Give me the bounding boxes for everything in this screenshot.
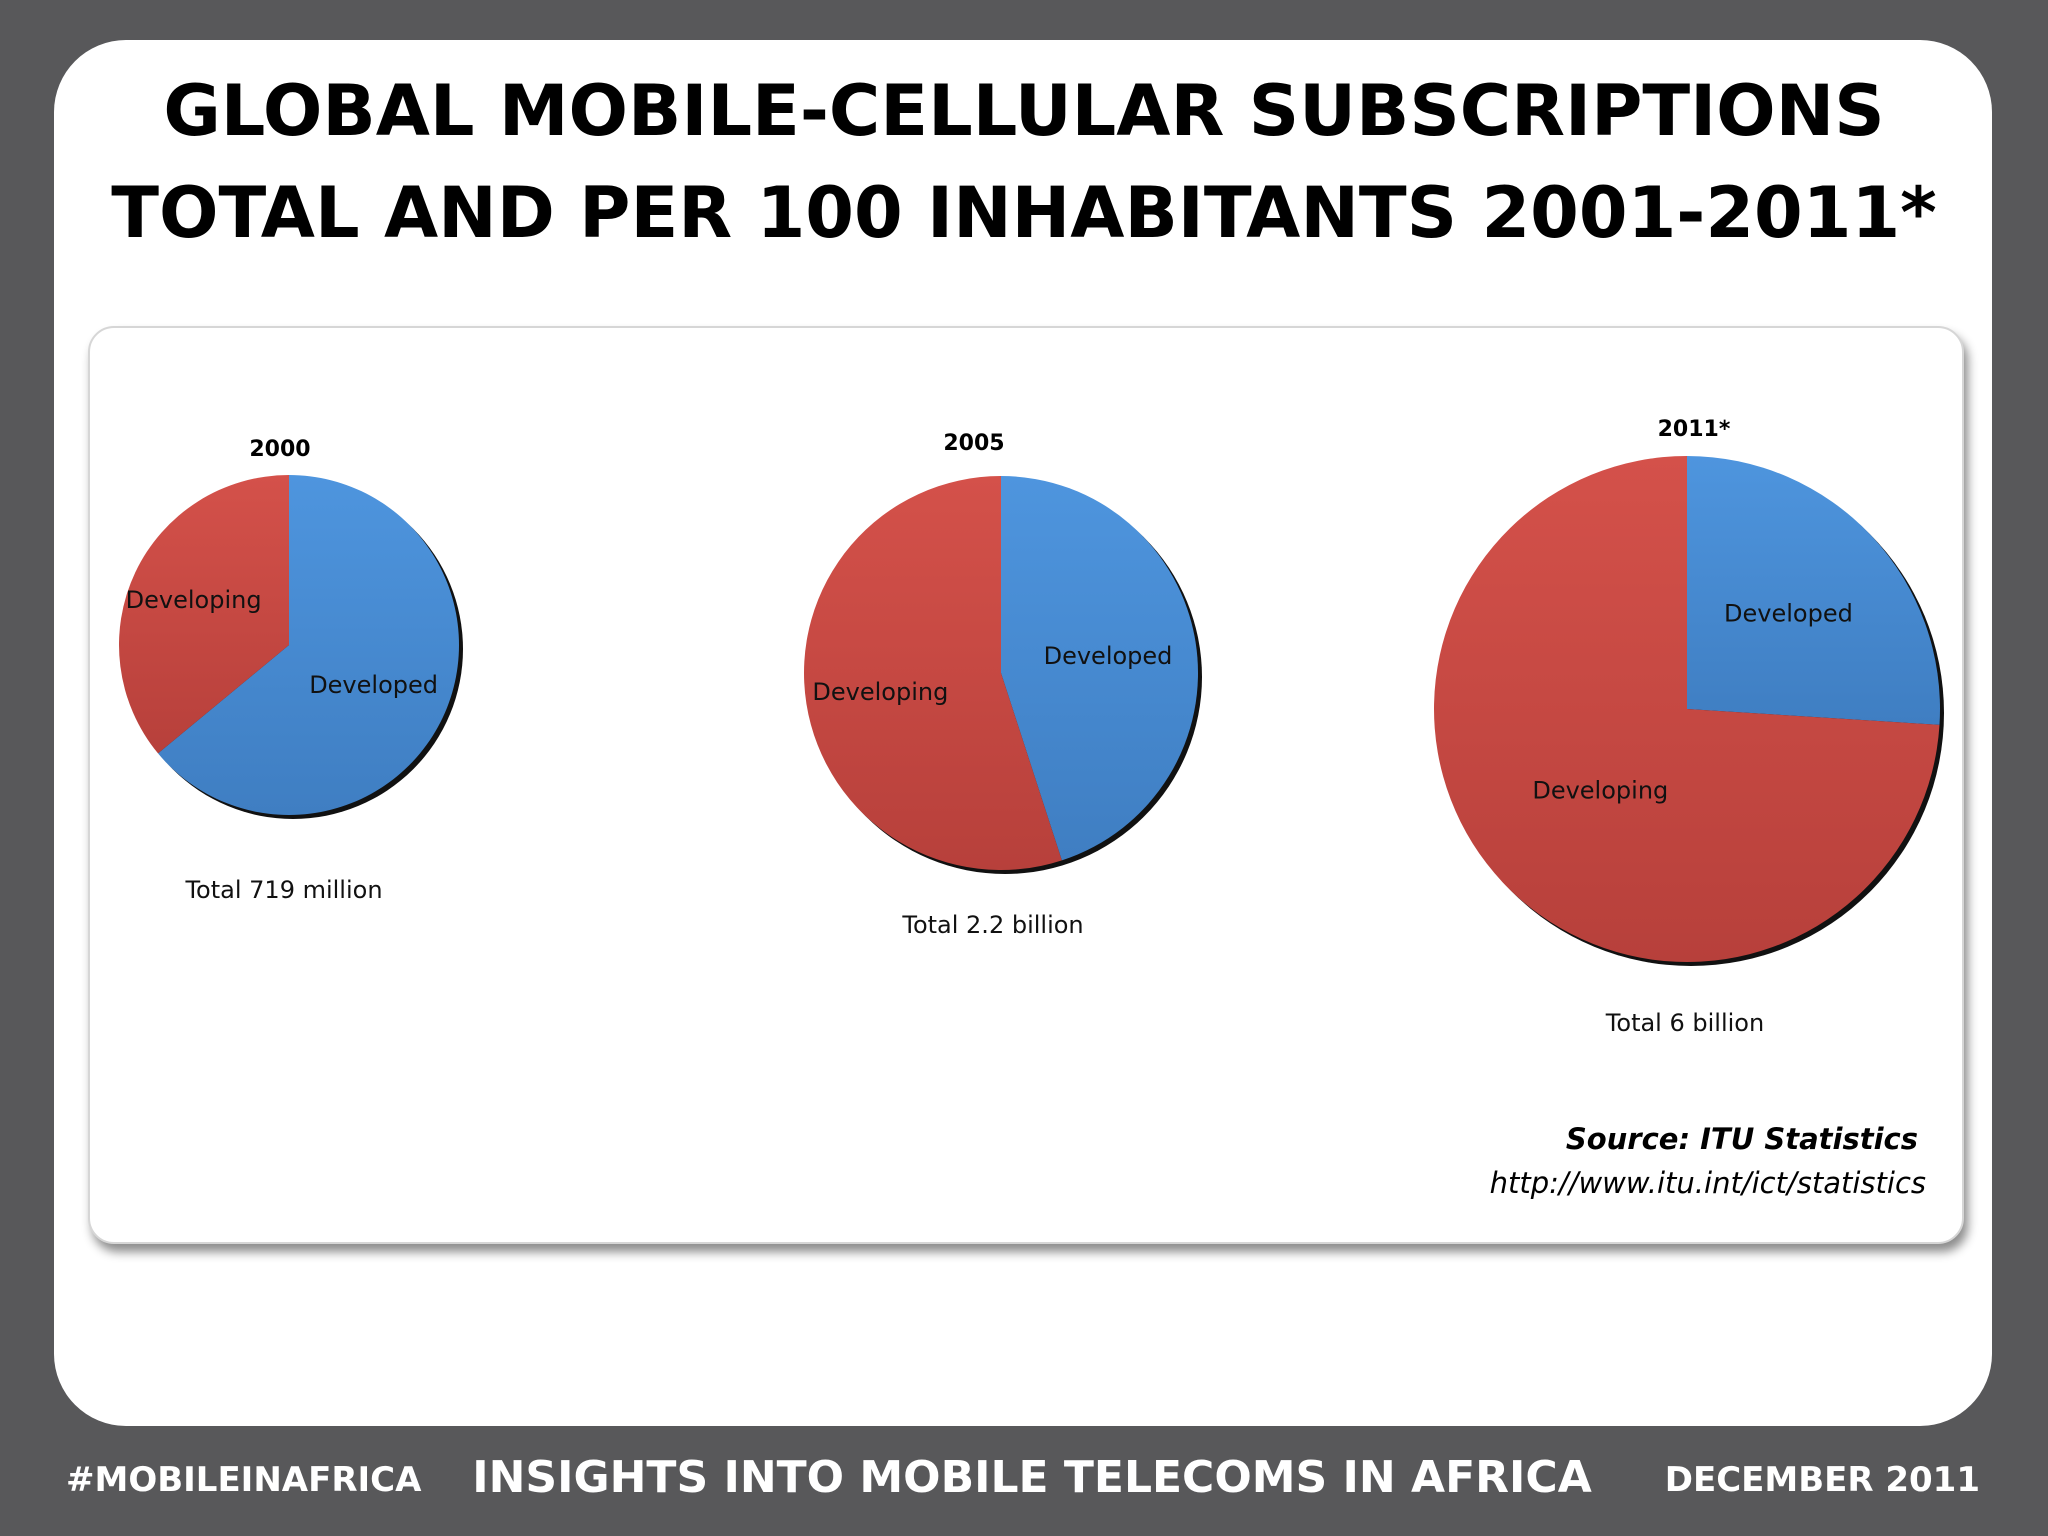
slice-label-developed: Developed — [1044, 642, 1173, 670]
pie-slice-developed — [1001, 476, 1198, 861]
pie-year-label: 2005 — [943, 431, 1004, 456]
chart-title-line-1: GLOBAL MOBILE-CELLULAR SUBSCRIPTIONS — [163, 70, 1885, 152]
pie-slice-developing — [803, 476, 1062, 871]
footer-tagline: INSIGHTS INTO MOBILE TELECOMS IN AFRICA — [472, 1452, 1592, 1503]
pie-year-label: 2011* — [1658, 417, 1731, 442]
footer-date: DECEMBER 2011 — [1664, 1460, 1980, 1500]
pie-slice-developed — [158, 475, 460, 815]
pie-slice-developing — [1434, 456, 1940, 963]
pie-slice-developed — [1687, 456, 1940, 725]
slice-label-developed: Developed — [1724, 600, 1853, 628]
source-label: Source: ITU Statistics — [1565, 1122, 1918, 1156]
chart-title-line-2: TOTAL AND PER 100 INHABITANTS 2001-2011* — [111, 172, 1937, 254]
pie-total-label: Total 2.2 billion — [901, 911, 1083, 939]
pie-year-label: 2000 — [249, 437, 310, 462]
pie-total-label: Total 719 million — [184, 876, 382, 904]
slice-label-developed: Developed — [309, 671, 438, 699]
slice-label-developing: Developing — [1532, 776, 1668, 804]
source-url: http://www.itu.int/ict/statistics — [1489, 1166, 1926, 1200]
pie-chart-3: Developed Developing 2011* Total 6 billion — [1434, 417, 1944, 1037]
pie-chart-1: Developed Developing 2000 Total 719 million — [119, 437, 463, 904]
pie-chart-2: Developed Developing 2005 Total 2.2 billion — [803, 431, 1202, 939]
pie-slice-developing — [119, 475, 289, 754]
slice-label-developing: Developing — [126, 586, 262, 614]
pie-total-label: Total 6 billion — [1605, 1009, 1764, 1037]
slice-label-developing: Developing — [812, 678, 948, 706]
footer-hashtag: #MOBILEINAFRICA — [66, 1460, 422, 1500]
